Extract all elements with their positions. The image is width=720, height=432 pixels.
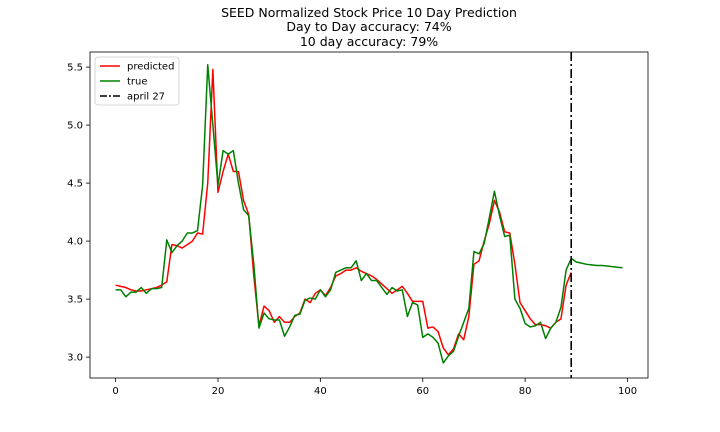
y-tick-label: 3.5 <box>67 295 83 306</box>
legend-label-true: true <box>127 77 148 88</box>
chart-title: SEED Normalized Stock Price 10 Day Predi… <box>221 5 517 49</box>
series-lines <box>115 64 623 364</box>
series-line-true <box>115 64 623 364</box>
x-axis: 0 20 40 60 80 100 <box>112 378 637 397</box>
chart-title-line-3: 10 day accuracy: 79% <box>300 34 438 49</box>
series-line-predicted <box>115 68 572 356</box>
x-tick-label: 100 <box>618 386 637 397</box>
x-tick-label: 0 <box>112 386 118 397</box>
plot-area: 0 20 40 60 80 100 3.0 3.5 4.0 4.5 5.0 5.5 <box>67 51 649 397</box>
x-tick-label: 80 <box>519 386 532 397</box>
y-tick-label: 4.5 <box>67 179 83 190</box>
y-tick-label: 5.0 <box>67 121 83 132</box>
chart-title-line-2: Day to Day accuracy: 74% <box>286 19 451 34</box>
legend-box <box>94 56 180 106</box>
chart-title-line-1: SEED Normalized Stock Price 10 Day Predi… <box>221 5 517 20</box>
x-tick-label: 60 <box>416 386 429 397</box>
y-tick-label: 3.0 <box>67 353 83 364</box>
y-axis: 3.0 3.5 4.0 4.5 5.0 5.5 <box>67 63 90 364</box>
y-tick-label: 5.5 <box>67 63 83 74</box>
legend-label-april-27: april 27 <box>127 92 165 103</box>
x-tick-label: 20 <box>212 386 225 397</box>
legend-label-predicted: predicted <box>127 62 174 73</box>
y-tick-label: 4.0 <box>67 237 83 248</box>
x-tick-label: 40 <box>314 386 327 397</box>
legend: predicted true april 27 <box>94 56 180 106</box>
